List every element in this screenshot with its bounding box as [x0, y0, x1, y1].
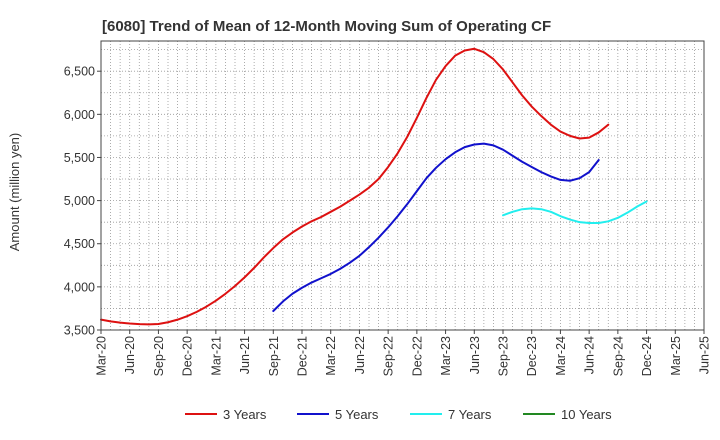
x-tick-label: Sep-24	[611, 336, 625, 376]
x-tick-label: Dec-20	[181, 336, 195, 376]
series-lines	[100, 47, 648, 326]
legend-label: 5 Years	[335, 407, 379, 422]
x-tick-label: Sep-22	[382, 336, 396, 376]
legend-label: 10 Years	[561, 407, 612, 422]
x-tick-label: Jun-24	[583, 336, 597, 374]
y-tick-label: 5,000	[64, 194, 95, 208]
x-tick-label: Sep-21	[267, 336, 281, 376]
y-tick-label: 4,000	[64, 280, 95, 294]
y-tick-label: 6,000	[64, 108, 95, 122]
x-axis-ticks: Mar-20 Jun-20 Sep-20 Dec-20 Mar-21 Jun-21 Sep-…	[95, 330, 712, 376]
legend-label: 3 Years	[223, 407, 267, 422]
x-tick-label: Mar-21	[209, 336, 223, 376]
x-tick-label: Jun-23	[468, 336, 482, 374]
legend-label: 7 Years	[448, 407, 492, 422]
x-tick-label: Dec-22	[410, 336, 424, 376]
plot-frame	[100, 40, 705, 331]
y-tick-label: 3,500	[64, 324, 95, 338]
series-line-5-years	[272, 142, 600, 313]
y-axis-label: Amount (million yen)	[7, 133, 22, 252]
y-tick-label: 5,500	[64, 151, 95, 165]
x-tick-label: Jun-21	[238, 336, 252, 374]
x-tick-label: Dec-24	[640, 336, 654, 376]
x-tick-label: Jun-25	[698, 336, 712, 374]
x-tick-label: Mar-22	[324, 336, 338, 376]
series-line-3-years	[100, 47, 610, 326]
y-tick-label: 6,500	[64, 65, 95, 79]
x-tick-label: Mar-25	[669, 336, 683, 376]
grid	[101, 41, 704, 330]
x-tick-label: Jun-22	[353, 336, 367, 374]
x-tick-label: Jun-20	[123, 336, 137, 374]
x-tick-label: Mar-24	[554, 336, 568, 376]
y-tick-label: 4,500	[64, 237, 95, 251]
x-tick-label: Sep-20	[152, 336, 166, 376]
y-axis-ticks: 3,500 4,000 4,500 5,000 5,500 6,000 6,500	[64, 65, 101, 338]
x-tick-label: Mar-23	[439, 336, 453, 376]
x-tick-label: Mar-20	[95, 336, 109, 376]
x-tick-label: Dec-21	[296, 336, 310, 376]
series-line-7-years	[502, 200, 648, 225]
legend: 3 Years 5 Years 7 Years 10 Years	[185, 407, 612, 422]
x-tick-label: Sep-23	[497, 336, 511, 376]
chart-title: [6080] Trend of Mean of 12-Month Moving …	[102, 18, 551, 35]
x-tick-label: Dec-23	[525, 336, 539, 376]
